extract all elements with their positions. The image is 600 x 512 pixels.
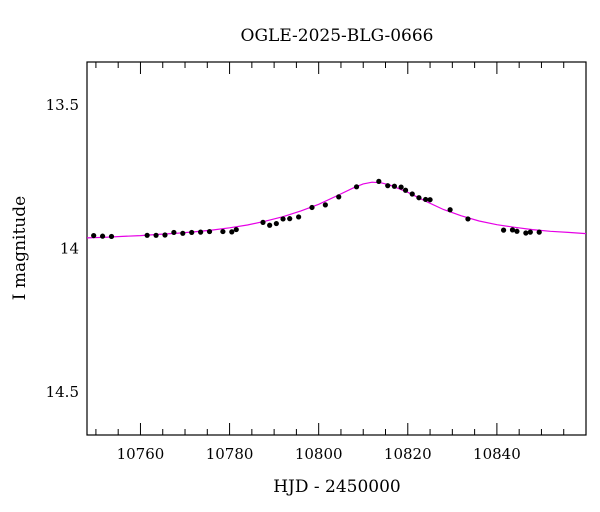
data-point <box>198 229 204 235</box>
y-tick-label: 13.5 <box>46 96 79 114</box>
data-point <box>309 204 315 211</box>
x-tick-label: 10820 <box>384 445 432 463</box>
data-point <box>171 229 177 236</box>
data-points <box>91 178 542 240</box>
chart-title: OGLE-2025-BLG-0666 <box>241 26 434 46</box>
data-point <box>162 232 168 238</box>
data-point <box>391 183 398 189</box>
x-axis-label: HJD - 2450000 <box>273 477 401 497</box>
data-point <box>447 207 453 213</box>
data-point <box>280 216 286 222</box>
data-point <box>353 184 360 190</box>
data-point <box>144 232 150 238</box>
data-point <box>99 233 106 239</box>
x-tick-label: 10800 <box>295 445 343 463</box>
data-point <box>514 228 520 234</box>
y-axis-label: I magnitude <box>10 196 30 300</box>
data-point <box>220 228 226 235</box>
data-point <box>536 229 542 235</box>
data-point <box>153 232 159 238</box>
data-point <box>229 229 235 235</box>
data-point <box>398 184 404 190</box>
y-tick-labels: 13.5 14 14.5 <box>46 96 79 401</box>
data-point <box>189 229 195 236</box>
data-point <box>523 230 529 236</box>
data-point <box>206 228 213 235</box>
data-point <box>376 178 382 184</box>
data-point <box>385 183 391 189</box>
data-point <box>500 227 507 233</box>
data-point <box>409 191 415 197</box>
data-point <box>427 197 433 203</box>
data-point <box>402 187 409 193</box>
data-point <box>296 214 302 220</box>
data-point <box>465 216 471 222</box>
x-tick-label: 10840 <box>473 445 521 463</box>
data-point <box>267 222 273 228</box>
axis-ticks <box>95 62 587 435</box>
y-tick-label: 14.5 <box>46 383 79 401</box>
data-point <box>527 229 533 235</box>
data-point <box>287 216 293 222</box>
data-point <box>322 202 328 208</box>
x-tick-label: 10760 <box>117 445 165 463</box>
plot-frame <box>86 61 587 436</box>
data-point <box>336 194 342 200</box>
data-point <box>273 220 279 227</box>
data-point <box>180 230 186 236</box>
x-tick-label: 10780 <box>206 445 254 463</box>
x-tick-labels: 10760 10780 10800 10820 10840 <box>117 445 521 463</box>
data-point <box>423 196 429 203</box>
data-point <box>91 232 97 239</box>
data-point <box>260 219 266 225</box>
data-point <box>108 233 115 240</box>
data-point <box>509 227 516 233</box>
data-point <box>416 195 422 201</box>
y-tick-label: 14 <box>60 240 79 258</box>
data-point <box>233 226 239 233</box>
